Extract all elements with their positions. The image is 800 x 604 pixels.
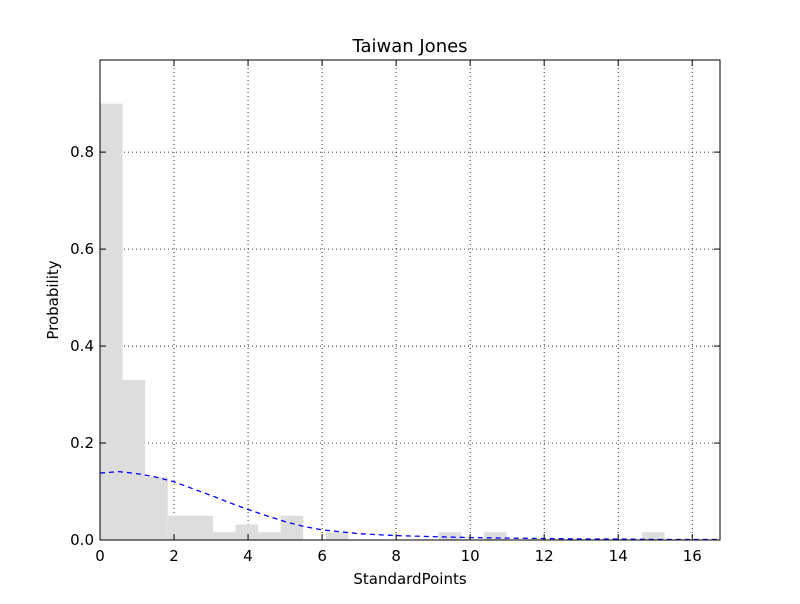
histogram-bar	[100, 103, 123, 541]
x-tick-label: 0	[95, 547, 105, 565]
histogram-bar	[167, 515, 191, 540]
x-tick-label: 16	[683, 547, 702, 565]
histogram-bar	[122, 380, 146, 540]
x-axis-label: StandardPoints	[353, 570, 466, 588]
x-tick-label: 6	[317, 547, 327, 565]
normal-fit-line	[99, 470, 720, 541]
x-tick-label: 12	[535, 547, 554, 565]
line-layer	[99, 470, 720, 541]
histogram-bar	[212, 532, 236, 540]
x-tick-label: 8	[391, 547, 401, 565]
grid-layer	[100, 60, 720, 540]
y-tick-label: 0.8	[70, 143, 94, 161]
chart-title: Taiwan Jones	[351, 36, 467, 57]
x-tick-label: 2	[169, 547, 179, 565]
y-tick-label: 0.2	[70, 434, 94, 452]
bars-layer	[100, 103, 665, 541]
plot-frame	[99, 59, 721, 541]
x-tick-label: 14	[609, 547, 628, 565]
histogram-bar	[258, 532, 281, 540]
y-axis-label: Probability	[44, 260, 62, 339]
histogram-bar	[325, 532, 349, 540]
histogram-bar	[145, 476, 168, 540]
x-tick-label: 4	[243, 547, 253, 565]
x-tick-label: 10	[461, 547, 480, 565]
histogram-bar	[438, 532, 462, 540]
histogram-bar	[483, 532, 507, 540]
y-tick-label: 0.6	[70, 240, 94, 258]
histogram-bar	[235, 524, 259, 540]
histogram-bar	[641, 532, 665, 540]
histogram-bar	[280, 515, 304, 540]
y-tick-label: 0.4	[70, 337, 94, 355]
ticks-layer: 0 2 4 6 8 10 12 14 16 0.0 0.2 0.4 0.6 0.8	[70, 60, 720, 565]
y-tick-label: 0.0	[70, 531, 94, 549]
histogram-bar	[190, 515, 213, 540]
